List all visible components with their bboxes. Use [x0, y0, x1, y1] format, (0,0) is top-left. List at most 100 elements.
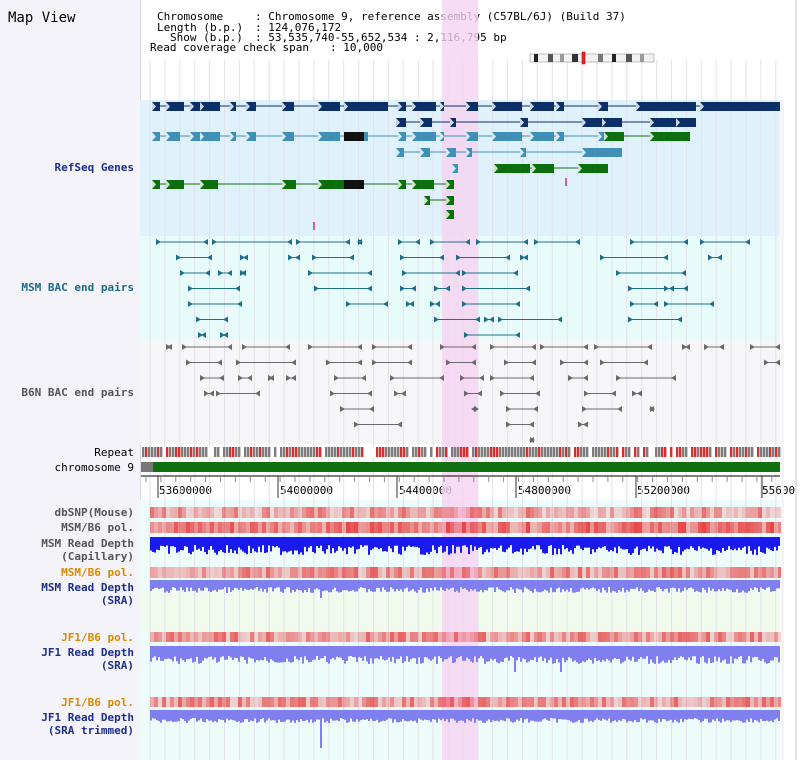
pol-density-cell — [202, 522, 206, 533]
depth-bar — [412, 580, 414, 590]
repeat-element — [391, 447, 394, 457]
pol-density-cell — [286, 522, 290, 533]
depth-bar — [348, 580, 350, 592]
depth-bar — [266, 646, 268, 661]
depth-bar — [722, 580, 724, 589]
depth-bar — [200, 646, 202, 663]
depth-bar — [520, 646, 522, 662]
bac-end-right — [649, 406, 654, 412]
depth-bar — [570, 580, 572, 588]
depth-bar — [584, 710, 586, 719]
track-label-msm-b6-pol-2[interactable]: MSM/B6 pol. — [61, 566, 134, 579]
depth-bar — [370, 710, 372, 719]
pol-density-cell — [534, 632, 538, 642]
bac-end-right — [717, 254, 722, 261]
repeat-element — [421, 447, 424, 457]
depth-bar — [652, 580, 654, 591]
depth-bar — [228, 580, 230, 588]
depth-bar — [314, 646, 316, 660]
depth-bar — [326, 710, 328, 722]
depth-bar — [238, 537, 240, 548]
pol-density-cell — [694, 632, 698, 642]
pol-density-cell — [606, 522, 610, 533]
depth-bar — [584, 646, 586, 663]
gene-exon — [282, 132, 294, 141]
pol-density-cell — [258, 507, 262, 518]
track-label-dbsnp[interactable]: dbSNP(Mouse) — [54, 506, 134, 519]
pol-density-cell — [354, 567, 358, 578]
track-label-jf1-b6-pol-2[interactable]: JF1/B6 pol. — [61, 696, 134, 709]
depth-bar — [598, 646, 600, 661]
pol-density-cell — [722, 522, 726, 533]
pol-density-cell — [398, 507, 402, 518]
depth-bar — [404, 646, 406, 662]
pol-density-cell — [462, 567, 466, 578]
bac-end-right — [671, 375, 676, 381]
repeat-element — [307, 447, 310, 457]
track-label-jf1-depth-trim-1[interactable]: JF1 Read Depth — [41, 711, 134, 724]
pol-density-cell — [330, 632, 334, 642]
pol-density-cell — [494, 522, 498, 533]
depth-bar — [762, 646, 764, 659]
pol-density-cell — [190, 632, 194, 642]
b6n-bac-pair — [471, 406, 479, 412]
depth-bar — [626, 580, 628, 590]
depth-bar — [436, 646, 438, 664]
pol-density-cell — [726, 507, 730, 518]
pol-density-cell — [490, 522, 494, 533]
repeat-element — [235, 447, 238, 457]
depth-bar — [694, 646, 696, 657]
depth-bar — [300, 710, 302, 719]
depth-bar — [334, 710, 336, 721]
pol-density-cell — [650, 567, 654, 578]
track-label-jf1-depth-trim-2: (SRA trimmed) — [47, 724, 134, 737]
pol-density-cell — [750, 567, 754, 578]
repeat-element — [280, 447, 283, 457]
depth-bar — [308, 710, 310, 723]
track-label-msm-depth-sra-1[interactable]: MSM Read Depth — [41, 581, 134, 594]
depth-bar — [228, 710, 230, 721]
depth-bar — [706, 710, 708, 719]
track-label-msm-bac[interactable]: MSM BAC end pairs — [21, 281, 134, 294]
depth-bar — [550, 580, 552, 588]
repeat-element — [751, 447, 754, 457]
bac-end-left — [372, 359, 377, 366]
depth-bar — [212, 537, 214, 550]
pol-density-cell — [594, 522, 598, 533]
depth-bar — [204, 537, 206, 553]
pol-density-cell — [690, 567, 694, 578]
repeat-element — [151, 447, 154, 457]
depth-bar — [770, 710, 772, 721]
gene-strand-arrow — [440, 132, 444, 141]
pol-density-cell — [602, 632, 606, 642]
track-label-msm-depth-cap-1[interactable]: MSM Read Depth — [41, 537, 134, 550]
b6n-bac-pair — [238, 375, 252, 381]
repeat-element — [514, 447, 517, 457]
track-label-msm-b6-pol[interactable]: MSM/B6 pol. — [61, 521, 134, 534]
track-label-jf1-depth-sra-1[interactable]: JF1 Read Depth — [41, 646, 134, 659]
pol-density-cell — [650, 507, 654, 518]
pol-density-cell — [546, 567, 550, 578]
pol-density-cell — [270, 632, 274, 642]
depth-bar — [320, 646, 322, 659]
track-label-b6n-bac[interactable]: B6N BAC end pairs — [21, 386, 134, 399]
track-label-refseq[interactable]: RefSeq Genes — [54, 161, 134, 174]
pol-density-cell — [362, 697, 366, 707]
bac-end-left — [398, 239, 403, 245]
depth-bar — [580, 537, 582, 549]
depth-bar — [156, 580, 158, 588]
depth-bar — [720, 537, 722, 553]
depth-bar — [628, 646, 630, 660]
depth-bar — [272, 646, 274, 661]
depth-bar — [756, 646, 758, 657]
depth-bar — [304, 710, 306, 721]
track-label-jf1-b6-pol[interactable]: JF1/B6 pol. — [61, 631, 134, 644]
pol-density-cell — [202, 632, 206, 642]
depth-bar — [246, 646, 248, 664]
pol-density-cell — [202, 567, 206, 578]
pol-density-cell — [154, 507, 158, 518]
depth-bar — [632, 710, 634, 723]
repeat-element — [592, 447, 595, 457]
bac-end-right — [471, 344, 476, 350]
